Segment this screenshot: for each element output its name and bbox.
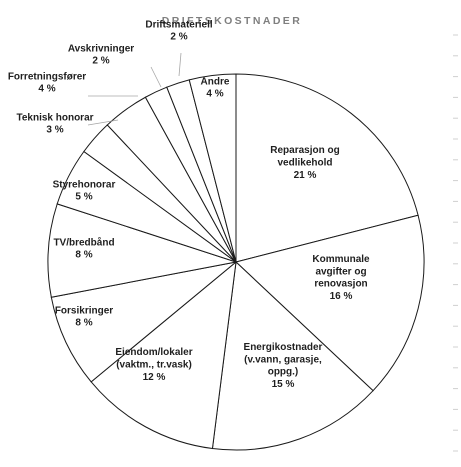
pie-slice	[211, 260, 374, 451]
slice-label: Forretningsfører 4 %	[8, 71, 86, 94]
pie-slice	[188, 73, 237, 263]
leader-line	[178, 52, 182, 77]
slice-label: Forsikringer 8 %	[55, 305, 113, 328]
slice-label: Andre 4 %	[201, 76, 230, 99]
slice-label: TV/bredbånd 8 %	[53, 236, 114, 260]
chart-title: DRIFTSKOSTNADER	[162, 15, 302, 27]
slice-label: Energikostnader (v.vann, garasje, oppg.) 15…	[244, 342, 323, 390]
leader-lines	[87, 52, 182, 126]
slice-label: Avskrivninger 2 %	[68, 43, 134, 66]
slice-label: Teknisk honorar 3 %	[16, 112, 93, 135]
slice-label: Reparasjon og vedlikehold 21 %	[270, 145, 339, 181]
pie-slice	[47, 203, 237, 298]
slice-labels: Reparasjon og vedlikehold 21 % Kommunale avg…	[8, 19, 370, 390]
pie-slice	[50, 261, 237, 383]
pie-slice	[234, 214, 425, 392]
pie-slices	[47, 73, 425, 451]
slice-label: Driftsmateriell 2 %	[145, 19, 212, 42]
leader-line	[150, 66, 162, 88]
pie-slice	[90, 260, 237, 450]
pie-slice	[235, 73, 419, 263]
plot-area-edge-ticks	[453, 34, 458, 452]
slice-label: Styrehonorar 5 %	[53, 179, 116, 202]
slice-label: Kommunale avgifter og renovasjon 16 %	[312, 254, 370, 302]
slice-label: Eiendom/lokaler (vaktm., tr.vask) 12 %	[115, 347, 192, 383]
leader-line	[87, 119, 119, 126]
